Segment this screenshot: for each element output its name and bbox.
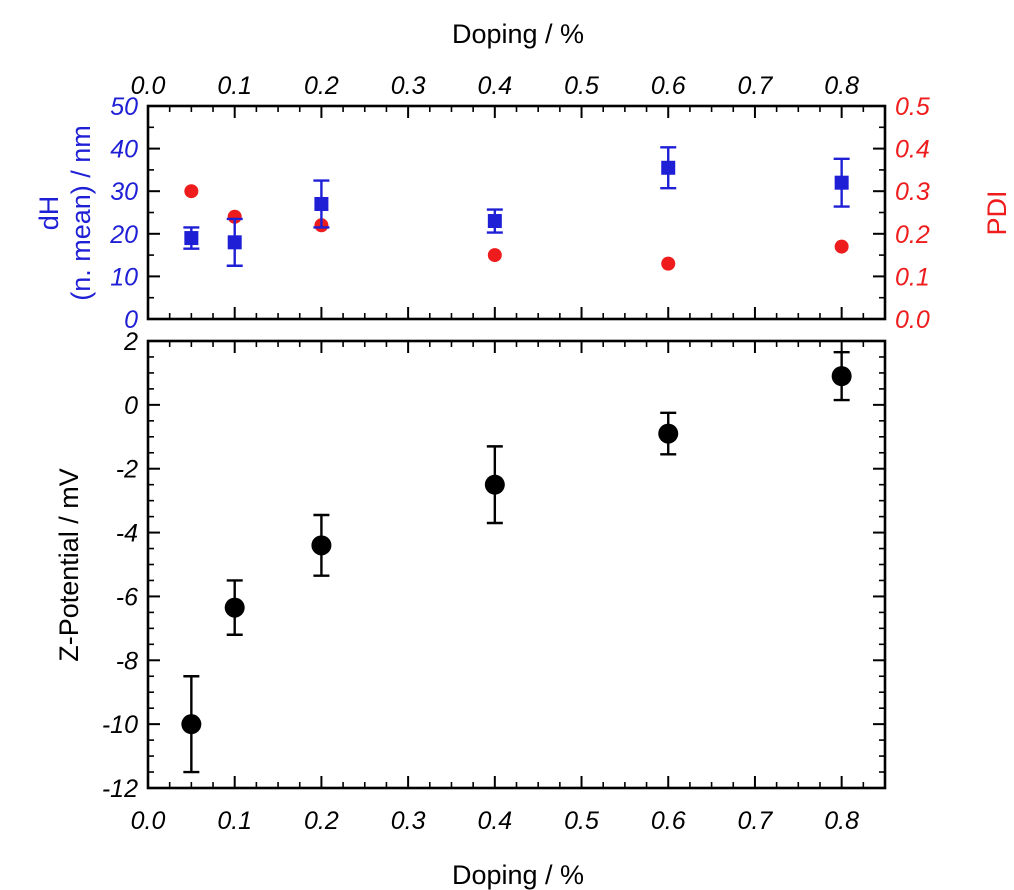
top-panel-frame	[146, 104, 887, 321]
pdi-point	[184, 184, 199, 199]
top-x-tick-label: 0.1	[217, 72, 252, 100]
zeta-point	[224, 597, 245, 618]
bottom-x-tick-label: 0.8	[824, 807, 859, 835]
top-x-axis-title: Doping / %	[452, 19, 584, 49]
bottom-data-marks	[181, 350, 852, 774]
bottom-x-tick-label: 0.0	[131, 807, 166, 835]
dh-y-tick-label: 50	[110, 93, 138, 121]
top-data-marks	[183, 146, 850, 271]
bottom-ticks	[147, 340, 886, 789]
top-x-tick-label: 0.3	[391, 72, 426, 100]
zeta-y-tick-label: 0	[124, 392, 138, 420]
pdi-y-tick-label: 0.5	[895, 93, 930, 121]
top-x-tick-label: 0.0	[131, 72, 166, 100]
zeta-y-tick-label: 2	[123, 328, 138, 356]
dh-point	[314, 196, 329, 211]
zeta-point	[181, 714, 202, 735]
dh-axis-title-line2: (n. mean) / nm	[66, 125, 96, 301]
dh-y-tick-label: 20	[109, 221, 138, 249]
zeta-point	[831, 366, 852, 387]
bottom-panel-frame	[146, 339, 887, 790]
zeta-point	[311, 535, 332, 556]
pdi-point	[661, 256, 676, 271]
zeta-y-tick-labels: -12 -10 -8 -6 -4 -2 0 2	[102, 328, 138, 803]
bottom-x-tick-label: 0.2	[304, 807, 339, 835]
zeta-y-tick-label: -10	[102, 711, 138, 739]
pdi-point	[834, 239, 849, 254]
dh-point	[184, 231, 199, 246]
zeta-point	[658, 423, 679, 444]
zeta-point	[484, 474, 505, 495]
pdi-y-tick-label: 0.1	[895, 263, 930, 291]
zeta-y-tick-label: -4	[116, 520, 138, 548]
zeta-axis-title: Z-Potential / mV	[54, 468, 84, 662]
pdi-point	[227, 209, 242, 224]
top-x-tick-label: 0.5	[564, 72, 599, 100]
bottom-x-tick-label: 0.4	[477, 807, 512, 835]
pdi-y-tick-label: 0.0	[895, 306, 930, 334]
bottom-x-tick-label: 0.7	[738, 807, 774, 835]
top-ticks	[147, 105, 886, 320]
bottom-x-tick-labels: 0.0 0.1 0.2 0.3 0.4 0.5 0.6 0.7 0.8	[131, 807, 859, 835]
zeta-y-tick-label: -6	[116, 583, 138, 611]
bottom-panel: 0.0 0.1 0.2 0.3 0.4 0.5 0.6 0.7 0.8 -12 -10 -8 -6 -4…	[54, 328, 887, 890]
top-x-tick-label: 0.2	[304, 72, 339, 100]
top-x-tick-label: 0.8	[824, 72, 859, 100]
pdi-axis-title: PDI	[982, 190, 1012, 235]
zeta-y-tick-label: -12	[102, 775, 138, 803]
dh-point	[487, 214, 502, 229]
bottom-x-tick-label: 0.1	[217, 807, 252, 835]
bottom-x-axis-title: Doping / %	[452, 860, 584, 890]
pdi-point	[487, 248, 502, 263]
pdi-y-tick-label: 0.3	[895, 178, 930, 206]
dh-y-tick-label: 10	[110, 263, 138, 291]
top-panel: 0.0 0.1 0.2 0.3 0.4 0.5 0.6 0.7 0.8 01020304050 …	[34, 19, 1012, 334]
bottom-x-tick-label: 0.6	[651, 807, 686, 835]
dh-point	[834, 175, 849, 190]
zeta-y-tick-label: -8	[116, 647, 138, 675]
zeta-y-tick-label: -2	[116, 456, 138, 484]
dh-y-tick-labels: 0 10 20 30 40 50	[109, 93, 138, 334]
top-x-tick-label: 0.7	[738, 72, 774, 100]
bottom-x-tick-label: 0.5	[564, 807, 599, 835]
dh-y-tick-label: 0	[124, 306, 138, 334]
bottom-x-tick-label: 0.3	[391, 807, 426, 835]
dh-y-tick-label: 40	[110, 136, 138, 164]
pdi-y-tick-labels: 0.0 0.1 0.2 0.3 0.4 0.5	[895, 93, 930, 334]
dh-axis-title-line1: dH	[34, 196, 64, 231]
pdi-y-tick-label: 0.2	[895, 221, 930, 249]
top-x-tick-label: 0.4	[477, 72, 512, 100]
dh-y-tick-label: 30	[110, 178, 138, 206]
top-x-tick-label: 0.6	[651, 72, 686, 100]
top-x-tick-labels: 0.0 0.1 0.2 0.3 0.4 0.5 0.6 0.7 0.8	[131, 72, 859, 100]
dh-point	[227, 235, 242, 250]
dh-point	[661, 160, 676, 175]
pdi-y-tick-label: 0.4	[895, 136, 930, 164]
